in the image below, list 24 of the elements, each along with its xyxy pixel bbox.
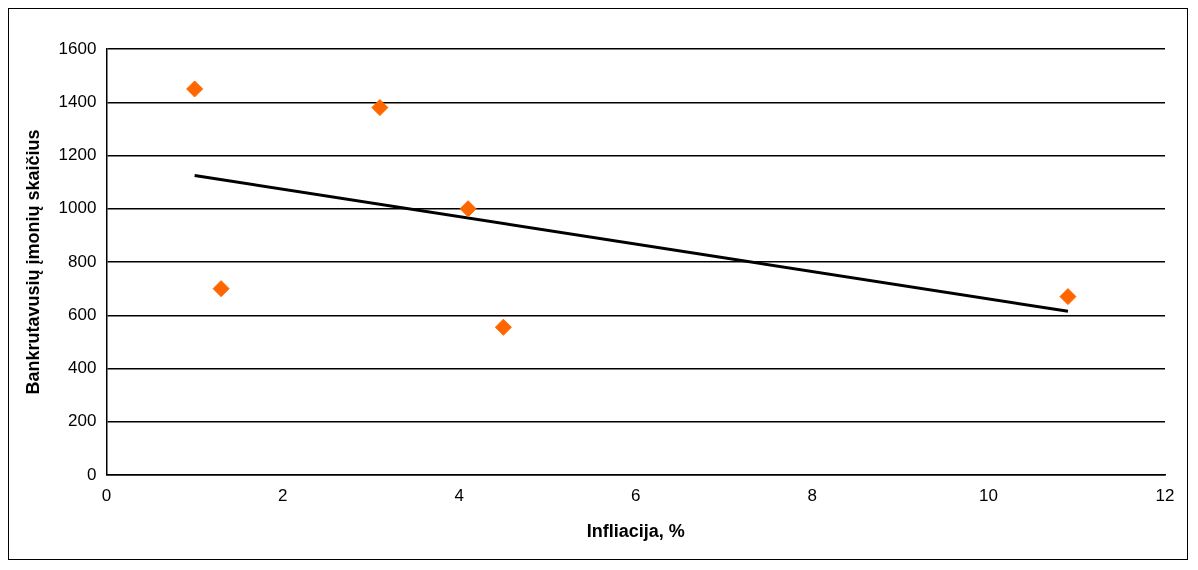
x-tick-label: 10	[979, 485, 999, 505]
x-axis-title: Infliacija, %	[586, 521, 685, 542]
point	[371, 99, 389, 117]
y-axis-title: Bankrutavusių įmonių skaičius	[22, 129, 43, 395]
x-tick-label: 6	[630, 485, 641, 505]
x-tick-label: 12	[1155, 485, 1175, 505]
point	[459, 200, 477, 218]
x-tick-label: 0	[101, 485, 112, 505]
point	[1059, 288, 1077, 306]
point	[212, 280, 230, 298]
y-tick-label: 1000	[58, 198, 97, 218]
x-tick-label: 4	[454, 485, 465, 505]
point	[494, 318, 512, 336]
y-tick-label: 800	[68, 251, 97, 271]
y-tick-label: 200	[68, 411, 97, 431]
y-tick-label: 600	[68, 304, 97, 324]
y-tick-label: 0	[86, 464, 97, 484]
y-tick-label: 1200	[58, 145, 97, 165]
x-tick-label: 8	[807, 485, 817, 505]
y-tick-label: 1400	[58, 91, 97, 111]
x-tick-label: 2	[278, 485, 288, 505]
y-tick-label: 400	[68, 358, 97, 378]
y-tick-label: 1600	[58, 38, 97, 58]
point	[186, 80, 204, 98]
